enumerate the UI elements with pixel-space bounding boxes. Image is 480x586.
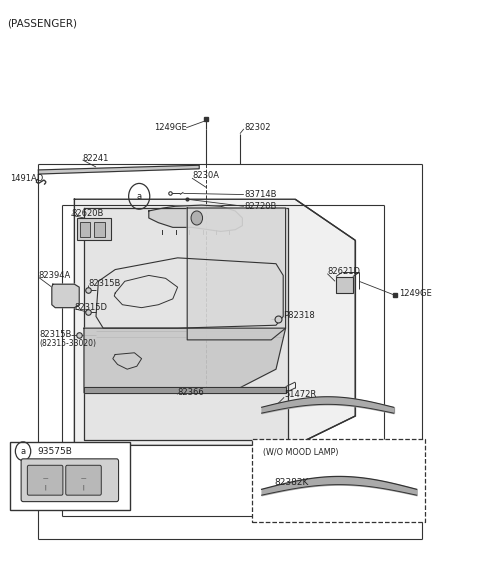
Text: 93575B: 93575B bbox=[37, 447, 72, 456]
Text: (W/O MOOD LAMP): (W/O MOOD LAMP) bbox=[263, 448, 338, 457]
FancyBboxPatch shape bbox=[66, 465, 101, 495]
Text: 82720B: 82720B bbox=[245, 202, 277, 211]
FancyBboxPatch shape bbox=[21, 459, 119, 502]
Polygon shape bbox=[113, 353, 142, 369]
Text: 1491AD: 1491AD bbox=[10, 174, 43, 183]
Text: |: | bbox=[83, 484, 84, 489]
Bar bbox=[94, 222, 105, 237]
Text: 82315B: 82315B bbox=[89, 279, 121, 288]
FancyBboxPatch shape bbox=[27, 465, 63, 495]
Circle shape bbox=[191, 211, 203, 225]
Bar bbox=[80, 222, 90, 237]
Text: 82394A: 82394A bbox=[38, 271, 71, 280]
Text: 1249GE: 1249GE bbox=[399, 288, 432, 298]
Text: 82621D: 82621D bbox=[327, 267, 360, 276]
Polygon shape bbox=[52, 284, 79, 308]
Text: |: | bbox=[44, 484, 46, 489]
Text: 8230A: 8230A bbox=[192, 171, 219, 180]
Text: 83714B: 83714B bbox=[245, 190, 277, 199]
Text: a: a bbox=[21, 447, 25, 456]
Text: 51472R: 51472R bbox=[284, 390, 316, 400]
Polygon shape bbox=[149, 205, 242, 231]
Polygon shape bbox=[38, 165, 199, 174]
Text: —: — bbox=[42, 476, 48, 482]
Text: 82302: 82302 bbox=[245, 122, 271, 132]
Bar bbox=[336, 277, 353, 293]
Text: 82315B: 82315B bbox=[39, 329, 72, 339]
Bar bbox=[10, 442, 130, 510]
Text: 82382K: 82382K bbox=[275, 478, 309, 488]
Polygon shape bbox=[84, 328, 286, 393]
Text: 82315D: 82315D bbox=[74, 303, 108, 312]
Text: 82366: 82366 bbox=[178, 388, 204, 397]
Text: 82620B: 82620B bbox=[71, 209, 103, 218]
Polygon shape bbox=[84, 387, 286, 393]
Text: a: a bbox=[137, 192, 142, 201]
Text: P82318: P82318 bbox=[283, 311, 315, 320]
Text: (82315-33020): (82315-33020) bbox=[39, 339, 96, 349]
Text: —: — bbox=[81, 476, 86, 482]
Bar bbox=[252, 440, 425, 522]
Text: 1249GE: 1249GE bbox=[155, 123, 187, 132]
Polygon shape bbox=[84, 208, 288, 440]
Text: (PASSENGER): (PASSENGER) bbox=[7, 18, 77, 29]
Polygon shape bbox=[187, 208, 286, 340]
Bar bbox=[77, 218, 111, 240]
Polygon shape bbox=[74, 199, 355, 445]
Text: 82241: 82241 bbox=[83, 154, 109, 163]
